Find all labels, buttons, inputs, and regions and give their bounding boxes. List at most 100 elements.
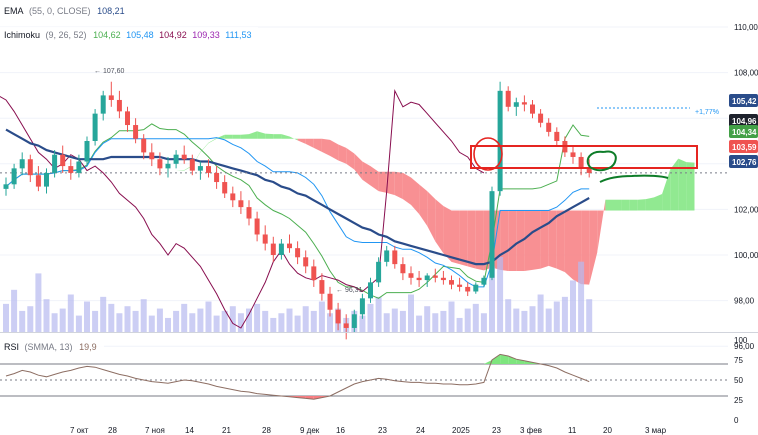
volume-bar [100,296,107,332]
ema-legend-name: EMA [4,6,24,16]
candle-body [44,172,49,187]
candle-body [11,168,17,185]
candle-body [376,261,382,283]
time-tick-label: 28 [108,426,117,435]
candle-body [3,184,9,189]
rsi-tick-label: 75 [734,356,743,365]
candle-body [449,280,454,285]
cloud-segment [435,199,444,254]
volume-bar [391,308,398,332]
candle-body [270,243,276,255]
candle-body [368,282,373,299]
cloud-segment [370,166,379,192]
cloud-segment [330,139,339,161]
candle-body [165,163,171,169]
candle-body [262,234,268,244]
volume-bar [529,306,536,332]
candle-body [521,102,527,105]
volume-bar [140,299,147,332]
volume-bar [278,313,285,332]
volume-bar [3,303,9,332]
rsi-overbought-fill [483,360,492,364]
cloud-segment [621,199,630,211]
price-label-bg [729,114,758,127]
ichimoku-legend[interactable]: Ichimoku (9, 26, 52) 104,62 105,48 104,9… [0,27,259,43]
volume-bar [173,310,180,332]
cloud-segment [338,144,347,164]
candle-body [181,154,187,160]
volume-bar [359,315,366,332]
time-tick-label: 16 [336,426,345,435]
time-tick-label: 7 ноя [145,426,165,435]
candle-body [197,166,203,171]
volume-bar [578,261,585,332]
candle-body [68,166,74,173]
candle-body [238,200,244,208]
cloud-segment [645,197,654,211]
cloud-segment [378,171,387,193]
cloud-segment [313,138,322,152]
cloud-segment [662,169,671,211]
time-tick-label: 2025 [452,426,470,435]
volume-bar [464,308,471,332]
volume-bar [286,308,293,332]
rsi-legend[interactable]: RSI (SMMA, 13) 19,9 [0,339,104,355]
candle-body [214,172,220,183]
volume-bar [456,317,463,332]
time-axis: 7 окт 28 7 ноя 14 21 28 9 дек 16 23 24 2025 23 3 фев… [70,426,667,435]
volume-bar [270,317,277,332]
volume-bar [513,308,520,332]
candle-body [254,218,260,235]
volume-bar [132,310,139,332]
price-axis: 110,00108,00106,00104,00102,00100,0098,0… [729,23,758,351]
volume-bar [262,310,269,332]
volume-bar [497,257,504,332]
cloud-segment [281,134,290,139]
candle-body [141,138,147,153]
cloud-segment [273,134,282,139]
price-tick-label: 110,00 [734,23,758,32]
volume-bar [59,308,66,332]
rsi-legend-params: (SMMA, 13) [24,342,73,352]
green-circle-drawing[interactable] [586,150,669,183]
pane-separator [0,332,758,333]
volume-bar [505,299,512,332]
price-label-bg [729,140,758,153]
volume-bar [561,296,568,332]
volume-bar [432,313,439,332]
time-tick-label: 24 [416,426,425,435]
candle-body [432,275,438,278]
candle-body [125,111,130,126]
time-tick-label: 9 дек [300,426,320,435]
red-rectangle-drawing[interactable] [470,145,698,169]
candle-body [440,277,446,281]
cloud-segment [411,177,420,214]
user-drawings [470,137,698,183]
candles [3,81,592,340]
cloud-segment [232,134,241,139]
candle-body [133,125,139,139]
price-label: 104,34 [732,128,757,137]
cloud-segment [443,205,452,262]
cloud-segment [589,210,598,285]
volume-bar [537,294,544,332]
cloud-segment [451,210,460,265]
volume-bar [19,310,26,332]
rsi-overbought-fill [492,354,501,364]
volume-bar [181,303,188,332]
ema-legend[interactable]: EMA (55, 0, CLOSE) 108,21 [0,3,132,19]
cloud-segment [597,199,606,253]
cloud-segment [556,210,565,273]
cloud-segment [548,210,557,269]
price-label: 103,59 [732,143,757,152]
candle-body [473,284,479,292]
time-tick-label: 3 фев [520,426,542,435]
volume-bar [310,310,317,332]
red-circle-drawing[interactable] [473,137,503,171]
candle-body [319,280,325,294]
volume-bar [448,301,455,332]
percent-annotation: +1,77% [695,109,719,116]
volume-bar [148,315,155,332]
price-tick-label: 108,00 [734,69,758,78]
